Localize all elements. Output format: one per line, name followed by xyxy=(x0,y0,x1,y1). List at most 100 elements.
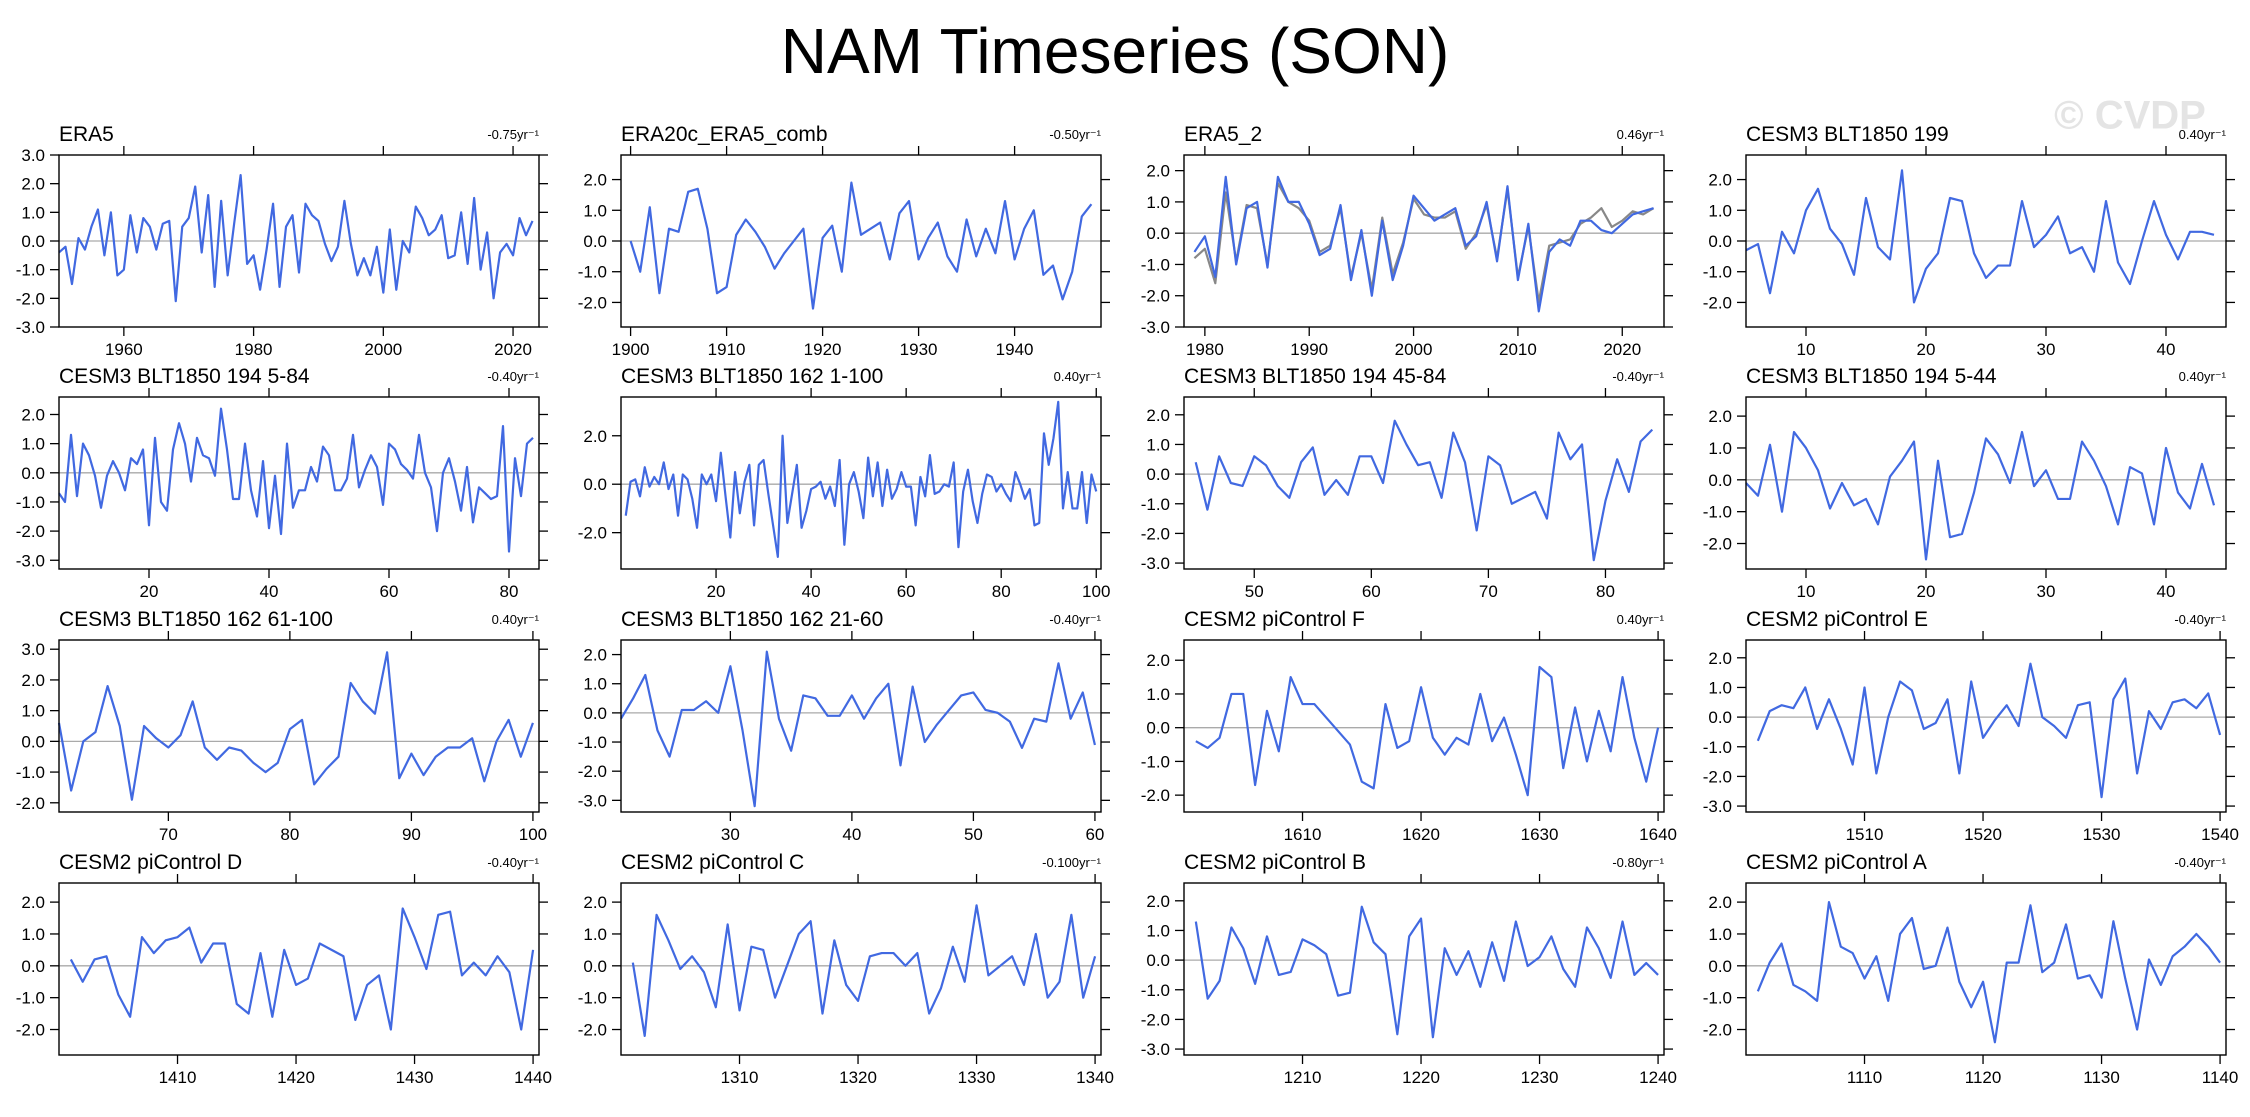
panel-title: CESM2 piControl D xyxy=(59,851,242,874)
y-tick-label: -3.0 xyxy=(1703,797,1732,816)
y-tick-label: -3.0 xyxy=(1141,318,1170,337)
panel-title: CESM3 BLT1850 162 1-100 xyxy=(621,365,883,388)
series-line xyxy=(1756,901,2221,1044)
x-tick-label: 100 xyxy=(1082,582,1110,601)
y-tick-label: -1.0 xyxy=(1141,255,1170,274)
y-tick-label: 0.0 xyxy=(1708,471,1732,490)
x-tick-label: 1210 xyxy=(1284,1068,1322,1087)
y-tick-label: 1.0 xyxy=(1708,925,1732,944)
x-tick-label: 60 xyxy=(380,582,399,601)
x-tick-label: 1320 xyxy=(839,1068,877,1087)
y-tick-label: 1.0 xyxy=(1708,678,1732,697)
plot-frame xyxy=(58,639,540,813)
x-tick-label: 1540 xyxy=(2201,825,2239,844)
panel-title: ERA5_2 xyxy=(1184,123,1262,146)
x-tick-label: 1900 xyxy=(612,340,650,359)
x-tick-label: 1520 xyxy=(1964,825,2002,844)
x-tick-label: 2020 xyxy=(1603,340,1641,359)
y-tick-label: -3.0 xyxy=(578,791,607,810)
plot-frame xyxy=(1745,639,2227,813)
panel-title: CESM2 piControl E xyxy=(1746,608,1928,631)
y-tick-label: 0.0 xyxy=(1146,719,1170,738)
y-tick-label: 1.0 xyxy=(21,203,45,222)
y-tick-label: 1.0 xyxy=(583,925,607,944)
y-tick-label: 1.0 xyxy=(583,675,607,694)
y-tick-label: -3.0 xyxy=(1141,554,1170,573)
y-tick-label: 1.0 xyxy=(21,702,45,721)
y-tick-label: 0.0 xyxy=(21,732,45,751)
trend-label: 0.46yr⁻¹ xyxy=(1617,127,1665,142)
x-tick-label: 20 xyxy=(1917,582,1936,601)
y-tick-label: -1.0 xyxy=(16,261,45,280)
x-tick-label: 2010 xyxy=(1499,340,1537,359)
series-line xyxy=(1193,175,1654,313)
y-tick-label: -3.0 xyxy=(1141,1040,1170,1059)
x-tick-label: 1980 xyxy=(235,340,273,359)
y-tick-label: 2.0 xyxy=(1708,893,1732,912)
y-tick-label: 2.0 xyxy=(21,175,45,194)
x-tick-label: 70 xyxy=(159,825,178,844)
y-tick-label: -3.0 xyxy=(16,318,45,337)
figure-title: NAM Timeseries (SON) xyxy=(781,15,1450,87)
y-tick-label: 0.0 xyxy=(583,704,607,723)
x-tick-label: 1240 xyxy=(1639,1068,1677,1087)
panel-title: CESM3 BLT1850 162 61-100 xyxy=(59,608,333,631)
x-tick-label: 70 xyxy=(1479,582,1498,601)
x-tick-label: 1340 xyxy=(1076,1068,1114,1087)
y-tick-label: 2.0 xyxy=(1146,162,1170,181)
x-tick-label: 1110 xyxy=(1847,1068,1882,1087)
y-tick-label: -2.0 xyxy=(578,762,607,781)
x-tick-label: 60 xyxy=(1362,582,1381,601)
y-tick-label: -1.0 xyxy=(1703,989,1732,1008)
y-tick-label: 1.0 xyxy=(1708,439,1732,458)
y-tick-label: -2.0 xyxy=(16,794,45,813)
y-tick-label: 2.0 xyxy=(21,671,45,690)
x-tick-label: 40 xyxy=(802,582,821,601)
y-tick-label: -2.0 xyxy=(1141,1010,1170,1029)
trend-label: -0.50yr⁻¹ xyxy=(1049,127,1101,142)
y-tick-label: -1.0 xyxy=(578,989,607,1008)
x-tick-label: 1410 xyxy=(159,1068,197,1087)
y-tick-label: -2.0 xyxy=(16,522,45,541)
y-tick-label: 0.0 xyxy=(21,232,45,251)
y-tick-label: 3.0 xyxy=(21,640,45,659)
y-tick-label: 2.0 xyxy=(1708,171,1732,190)
plot-frame xyxy=(1745,154,2227,328)
x-tick-label: 2000 xyxy=(364,340,402,359)
y-tick-label: -1.0 xyxy=(1703,738,1732,757)
y-tick-label: -2.0 xyxy=(1141,287,1170,306)
series-line xyxy=(631,904,1097,1037)
y-tick-label: -2.0 xyxy=(1703,293,1732,312)
y-tick-label: 2.0 xyxy=(583,893,607,912)
x-tick-label: 1420 xyxy=(277,1068,315,1087)
x-tick-label: 30 xyxy=(721,825,740,844)
y-tick-label: 0.0 xyxy=(1146,465,1170,484)
x-tick-label: 10 xyxy=(1797,582,1816,601)
plot-frame xyxy=(58,154,540,328)
trend-label: -0.75yr⁻¹ xyxy=(487,127,539,142)
y-tick-label: -3.0 xyxy=(16,551,45,570)
trend-label: -0.80yr⁻¹ xyxy=(1612,855,1664,870)
y-tick-label: -2.0 xyxy=(1141,524,1170,543)
trend-label: -0.40yr⁻¹ xyxy=(1612,369,1664,384)
plot-frame xyxy=(1183,154,1665,328)
trend-label: 0.40yr⁻¹ xyxy=(1617,612,1665,627)
trend-label: 0.40yr⁻¹ xyxy=(2179,127,2227,142)
y-tick-label: -2.0 xyxy=(1141,786,1170,805)
x-tick-label: 1120 xyxy=(1965,1068,2002,1087)
x-tick-label: 80 xyxy=(1596,582,1615,601)
x-tick-label: 1990 xyxy=(1290,340,1328,359)
series-line xyxy=(624,400,1098,558)
x-tick-label: 40 xyxy=(842,825,861,844)
y-tick-label: 0.0 xyxy=(1708,957,1732,976)
y-tick-label: 2.0 xyxy=(1708,407,1732,426)
trend-label: -0.100yr⁻¹ xyxy=(1042,855,1102,870)
y-tick-label: 0.0 xyxy=(21,464,45,483)
panel-title: ERA5 xyxy=(59,123,114,146)
y-tick-label: 2.0 xyxy=(1146,892,1170,911)
x-tick-label: 50 xyxy=(964,825,983,844)
y-tick-label: 0.0 xyxy=(583,232,607,251)
x-tick-label: 80 xyxy=(280,825,299,844)
series-line xyxy=(69,907,535,1031)
